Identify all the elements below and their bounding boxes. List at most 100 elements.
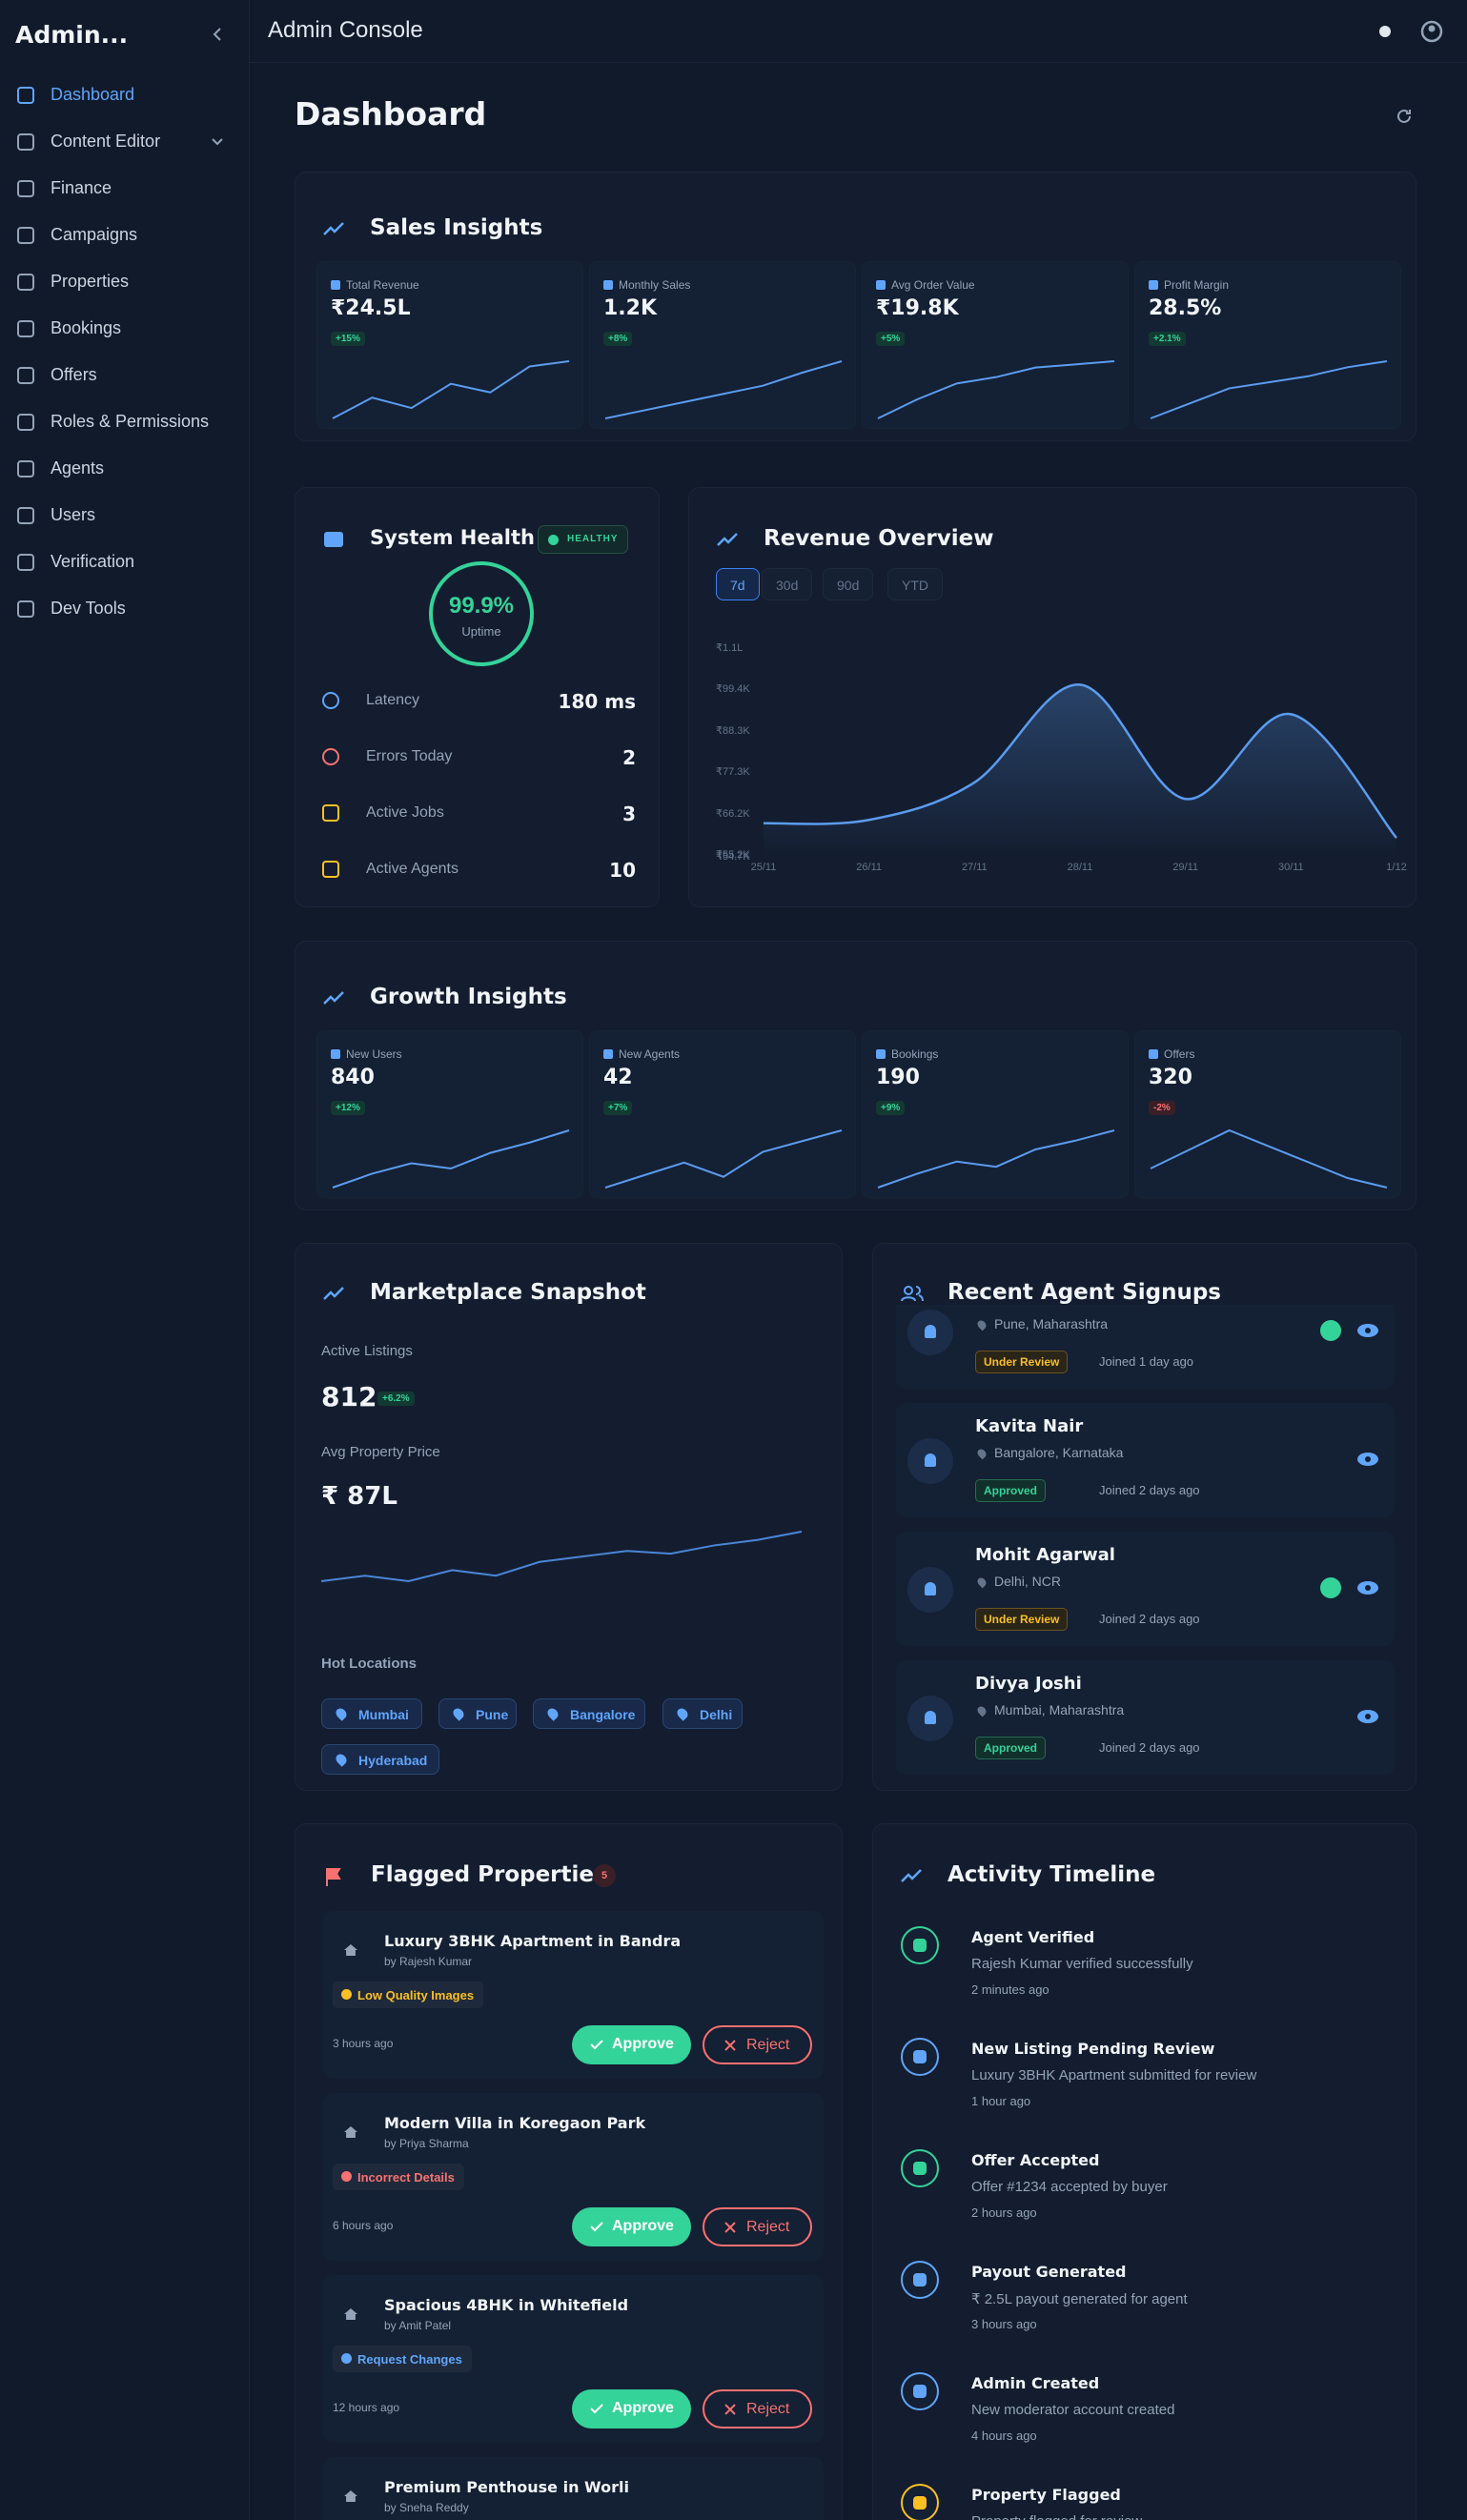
reject-button[interactable]: Reject (703, 2025, 812, 2064)
avatar-icon (925, 1711, 936, 1724)
reject-button[interactable]: Reject (703, 2207, 812, 2246)
x-tick-label: 26/11 (856, 862, 882, 873)
issue-icon (341, 2353, 352, 2364)
status-badge: Approved (975, 1479, 1047, 1502)
y-tick-label: ₹99.4K (716, 683, 750, 695)
range-tab[interactable]: YTD (887, 568, 943, 600)
metric-value: 3 (622, 803, 636, 825)
section-icon (901, 1869, 922, 1882)
location-chip[interactable]: Pune (438, 1698, 517, 1729)
joined: Joined 2 days ago (1099, 1612, 1200, 1626)
event-time: 2 minutes ago (971, 1982, 1049, 1997)
reject-button[interactable]: Reject (703, 2389, 812, 2429)
nav-item[interactable]: Dev Tools (0, 590, 250, 628)
sales-insights: Sales Insights Total Revenue ₹24.5L +15% Mon… (295, 172, 1416, 441)
metric-card: Bookings 190 +9% (862, 1030, 1129, 1198)
collapse-button (213, 28, 221, 41)
metric-value: ₹19.8K (876, 296, 959, 320)
chevron (212, 138, 223, 146)
flagged-item: Premium Penthouse in Worli by Sneha Reddy… (323, 2457, 824, 2520)
change-badge: +15% (331, 332, 365, 346)
metric-label: Avg Order Value (891, 278, 975, 292)
metric-icon (876, 1049, 886, 1059)
agent-location: Pune, Maharashtra (994, 1316, 1109, 1331)
price-value: ₹ 87L (321, 1482, 397, 1511)
range-tab[interactable]: 30d (762, 568, 813, 600)
refresh-button (1397, 109, 1411, 123)
section-title: Revenue Overview (764, 526, 994, 551)
nav-item[interactable]: Roles & Permissions (0, 403, 250, 441)
location-chip[interactable]: Mumbai (321, 1698, 422, 1729)
home-icon (344, 2126, 357, 2138)
metric-label: Active Agents (366, 861, 458, 877)
check (590, 2222, 603, 2232)
trend-icon (323, 222, 344, 235)
nav-item[interactable]: Finance (0, 170, 250, 208)
flagged-item: Modern Villa in Koregaon Park by Priya Sh… (323, 2093, 824, 2261)
listings-value: 812 (321, 1381, 377, 1412)
nav-item[interactable]: Offers (0, 356, 250, 395)
section-icon (324, 532, 343, 547)
check-icon (590, 2222, 603, 2232)
agent-name: Divya Joshi (975, 1674, 1082, 1694)
nav-item[interactable]: Bookings (0, 310, 250, 348)
timeline-dot (913, 2496, 927, 2510)
view-button (1357, 1581, 1378, 1595)
field-label: Avg Property Price (321, 1444, 440, 1460)
event-time: 2 hours ago (971, 2205, 1037, 2220)
sparkline (877, 1129, 1115, 1189)
profile-head (1428, 25, 1436, 32)
range-tab[interactable]: 7d (716, 568, 760, 600)
sparkline (1150, 1128, 1388, 1189)
metric-label: Total Revenue (346, 278, 419, 292)
nav-item[interactable]: Verification (0, 543, 250, 581)
nav-item[interactable]: Dashboard (0, 76, 250, 114)
location-chip[interactable]: Hyderabad (321, 1744, 439, 1775)
approve-button[interactable]: Approve (572, 2207, 691, 2246)
metric-card: New Users 840 +12% (316, 1030, 583, 1198)
nav-item[interactable]: Properties (0, 263, 250, 301)
view-button (1357, 1324, 1378, 1337)
nav-item[interactable]: Campaigns (0, 216, 250, 254)
people (904, 1286, 913, 1295)
pin-icon (975, 1575, 988, 1589)
nav-item[interactable]: Agents (0, 450, 250, 488)
sparkline (320, 1531, 803, 1583)
approve-button[interactable]: Approve (572, 2025, 691, 2064)
sparkline-line (1150, 1128, 1388, 1189)
metric-value: ₹24.5L (331, 296, 411, 320)
x-tick-label: 25/11 (751, 862, 777, 873)
change-badge: -2% (1149, 1101, 1175, 1115)
nav-label: Properties (51, 272, 130, 291)
nav-item[interactable]: Content Editor (0, 123, 250, 161)
revenue-chart: ₹1.1L ₹99.4K ₹88.3K ₹77.3K ₹66.2K ₹55.2K₹54.7… (716, 642, 1407, 873)
icon (17, 87, 34, 104)
event-time: 4 hours ago (971, 2429, 1037, 2443)
metric-icon (1149, 280, 1158, 290)
range-tab[interactable]: 90d (823, 568, 874, 600)
event-time: 1 hour ago (971, 2094, 1031, 2108)
event-title: Offer Accepted (971, 2151, 1100, 2169)
status-badge: Under Review (975, 1608, 1069, 1631)
y-tick-label: ₹66.2K (716, 808, 750, 820)
timeline-icon (901, 2261, 939, 2299)
trend-icon (717, 533, 738, 546)
sparkline-line (604, 1129, 843, 1189)
nav-item[interactable]: Users (0, 497, 250, 535)
metric-icon (331, 280, 340, 290)
change-badge: +6.2% (377, 1392, 415, 1406)
location-chip[interactable]: Delhi (662, 1698, 743, 1729)
x-icon (724, 2222, 736, 2233)
approve-button[interactable]: Approve (572, 2389, 691, 2429)
metric-label: New Users (346, 1047, 402, 1061)
metric-label: New Agents (619, 1047, 681, 1061)
timeline-dot (913, 2162, 927, 2175)
section-title: System Health (370, 526, 535, 549)
location-chip[interactable]: Bangalore (533, 1698, 645, 1729)
icon (17, 507, 34, 524)
trend-icon (323, 1287, 344, 1300)
recent-agent-signups: Recent Agent Signups Pune, Maharashtra Und… (872, 1243, 1416, 1791)
view-button (1357, 1710, 1378, 1723)
growth-insights: Growth Insights New Users 840 +12% New Agent… (295, 941, 1416, 1210)
sparkline (604, 360, 843, 419)
